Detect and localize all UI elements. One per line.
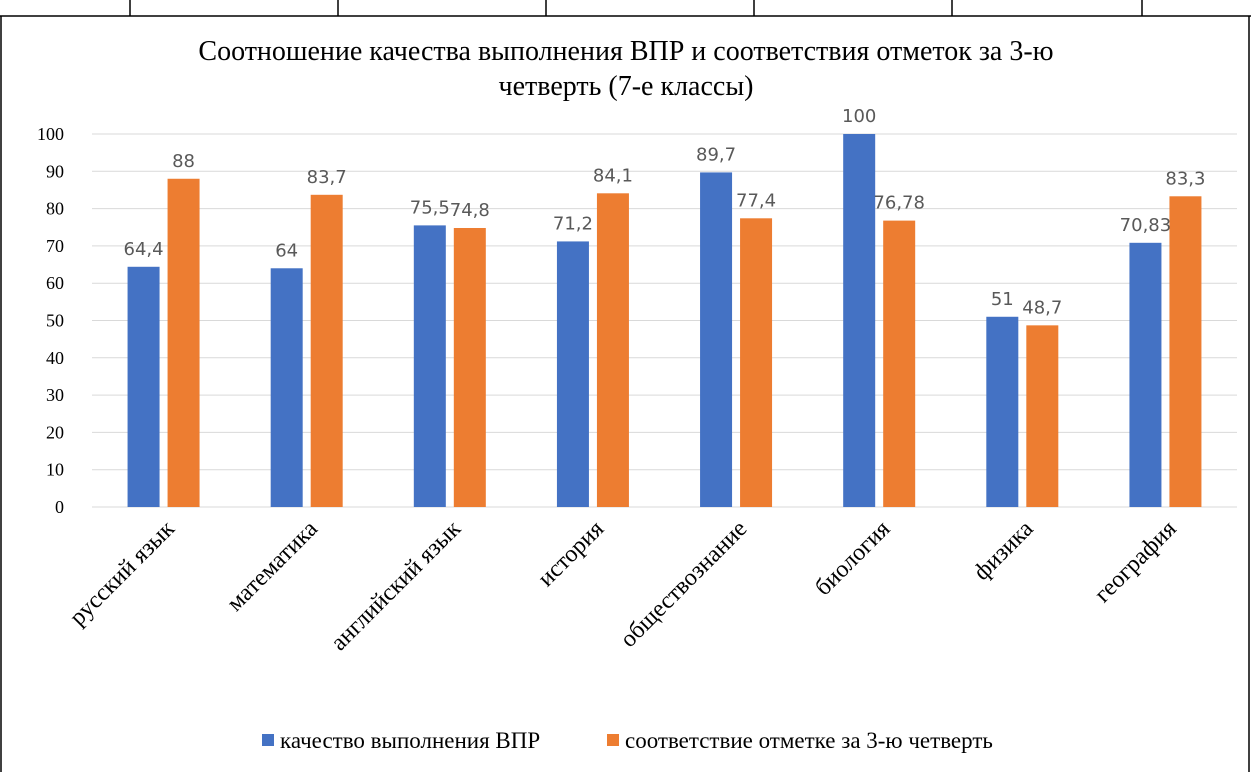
y-tick-label: 20 (46, 422, 64, 442)
data-label: 83,7 (307, 167, 347, 188)
x-category-label: обществознание (615, 516, 752, 653)
y-tick-label: 30 (46, 385, 64, 405)
bar-correspondence (1169, 196, 1202, 507)
y-tick-label: 50 (46, 311, 64, 331)
bar-correspondence (740, 218, 773, 507)
x-category-label: русский язык (65, 516, 180, 631)
table-border-stubs (129, 0, 1143, 16)
gridlines (92, 133, 1237, 508)
y-tick-label: 10 (46, 460, 64, 480)
bar-quality (843, 134, 876, 507)
x-category-label: физика (969, 516, 1039, 586)
chart-title-line-2: четверть (7-е классы) (499, 71, 754, 102)
y-tick-label: 60 (46, 273, 64, 293)
y-tick-label: 0 (55, 497, 64, 517)
x-category-label: биология (810, 516, 895, 601)
y-tick-label: 70 (46, 236, 64, 256)
bar-quality (556, 241, 589, 507)
bar-correspondence (1026, 325, 1059, 507)
bar-correspondence (167, 178, 200, 507)
data-label: 75,5 (410, 197, 450, 218)
legend-swatch-correspondence (607, 734, 619, 746)
data-label: 74,8 (450, 200, 490, 221)
x-category-label: география (1090, 516, 1182, 608)
y-tick-label: 80 (46, 199, 64, 219)
y-tick-label: 90 (46, 161, 64, 181)
data-label: 70,83 (1120, 215, 1172, 236)
x-category-label: история (533, 516, 609, 592)
bar-quality (270, 268, 303, 507)
data-label: 48,7 (1022, 297, 1062, 318)
data-label: 100 (842, 106, 876, 127)
data-label: 64 (275, 240, 298, 261)
bar-quality (986, 316, 1019, 507)
data-labels: 64,4 88 64 83,7 75,5 74,8 71,2 84,1 89,7 77,4 100 7… (124, 106, 1206, 318)
bar-quality (127, 266, 160, 507)
data-label: 76,78 (873, 193, 925, 214)
chart-title-line-1: Соотношение качества выполнения ВПР и со… (198, 36, 1053, 67)
bar-correspondence (596, 193, 629, 507)
data-label: 64,4 (124, 239, 164, 260)
bar-correspondence (453, 227, 486, 507)
legend-label-correspondence: соответствие отметке за 3-ю четверть (625, 728, 993, 753)
legend: качество выполнения ВПР соответствие отм… (262, 728, 993, 753)
legend-swatch-quality (262, 734, 274, 746)
legend-label-quality: качество выполнения ВПР (280, 728, 540, 753)
y-tick-label: 100 (37, 124, 64, 144)
bars (127, 134, 1202, 508)
data-label: 77,4 (736, 190, 776, 211)
bar-correspondence (310, 194, 343, 507)
data-label: 89,7 (696, 144, 736, 165)
bar-quality (413, 225, 446, 507)
bar-correspondence (883, 220, 916, 507)
y-tick-label: 40 (46, 348, 64, 368)
x-category-label: английский язык (326, 516, 466, 656)
data-label: 84,1 (593, 165, 633, 186)
x-category-label: математика (222, 516, 323, 617)
bar-quality (700, 172, 733, 507)
data-label: 51 (991, 289, 1014, 310)
data-label: 88 (172, 151, 195, 172)
data-label: 83,3 (1165, 168, 1205, 189)
data-label: 71,2 (553, 213, 593, 234)
y-axis: 0 10 20 30 40 50 60 70 80 90 100 (37, 124, 64, 517)
bar-quality (1129, 242, 1162, 508)
x-axis: русский язык математика английский язык ист… (65, 516, 1182, 656)
